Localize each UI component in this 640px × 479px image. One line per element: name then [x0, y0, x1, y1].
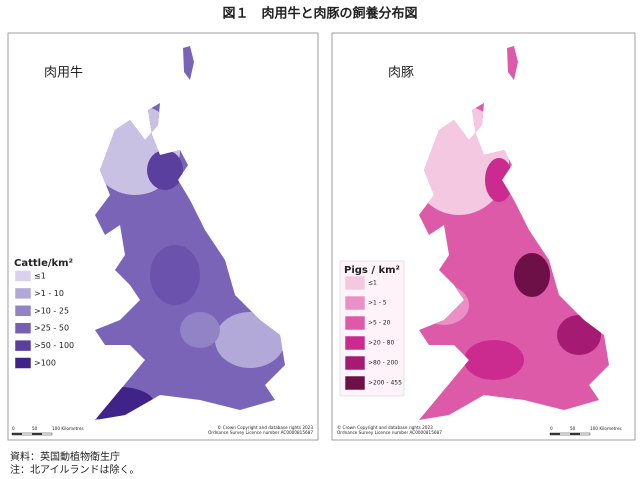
- legend-swatch: [344, 355, 366, 371]
- scale-label: 50: [32, 426, 38, 431]
- legend-label: >50 - 100: [34, 341, 74, 350]
- legend-swatch: [14, 339, 32, 352]
- scale-label: 0: [550, 426, 553, 431]
- legend-label: >200 - 455: [368, 380, 402, 387]
- map-label: 肉豚: [388, 66, 414, 81]
- source-note: 資料：英国動植物衛生庁: [10, 450, 120, 463]
- copyright: Ordnance Survey Licence number AC0000815…: [337, 430, 442, 435]
- legend-swatch: [344, 335, 366, 351]
- note: 注：北アイルランドは除く。: [10, 463, 140, 476]
- scale-label: 100 Kilometres: [590, 426, 622, 431]
- legend-label: ≤1: [34, 272, 46, 281]
- legend-swatch: [344, 295, 366, 311]
- legend-title: Cattle/km²: [14, 258, 73, 269]
- legend-label: >1 - 5: [368, 300, 387, 307]
- legend-swatch: [344, 315, 366, 331]
- map-label: 肉用牛: [44, 66, 83, 81]
- legend-label: >80 - 200: [368, 360, 398, 367]
- copyright: © Crown Copyright and database rights 20…: [217, 425, 313, 430]
- copyright: Ordnance Survey Licence number AC0000815…: [208, 430, 313, 435]
- legend-title: Pigs / km²: [344, 265, 400, 276]
- legend-label: ≤1: [368, 280, 377, 287]
- copyright: © Crown Copyright and database rights 20…: [337, 425, 433, 430]
- legend-swatch: [14, 322, 32, 334]
- cattle-map: [95, 46, 285, 420]
- legend-swatch: [344, 375, 366, 391]
- legend-swatch: [14, 287, 32, 300]
- legend-label: >5 - 20: [368, 320, 391, 327]
- legend-label: >100: [34, 359, 56, 368]
- scale-label: 100 Kilometres: [52, 426, 84, 431]
- figure-title: 図１ 肉用牛と肉豚の飼養分布図: [222, 6, 417, 22]
- legend-label: >1 - 10: [34, 289, 64, 298]
- scale-bar: [32, 433, 42, 435]
- legend-label: >20 - 80: [368, 340, 394, 347]
- scale-bar: [12, 433, 22, 435]
- scale-label: 0: [12, 426, 15, 431]
- legend-swatch: [14, 357, 32, 369]
- scale-bar: [550, 433, 560, 435]
- legend-label: >25 - 50: [34, 324, 69, 333]
- scale-bar: [570, 433, 580, 435]
- legend-swatch: [344, 275, 366, 291]
- legend-swatch: [14, 270, 32, 282]
- legend-label: >10 - 25: [34, 306, 69, 315]
- legend-swatch: [14, 305, 32, 317]
- scale-label: 50: [570, 426, 576, 431]
